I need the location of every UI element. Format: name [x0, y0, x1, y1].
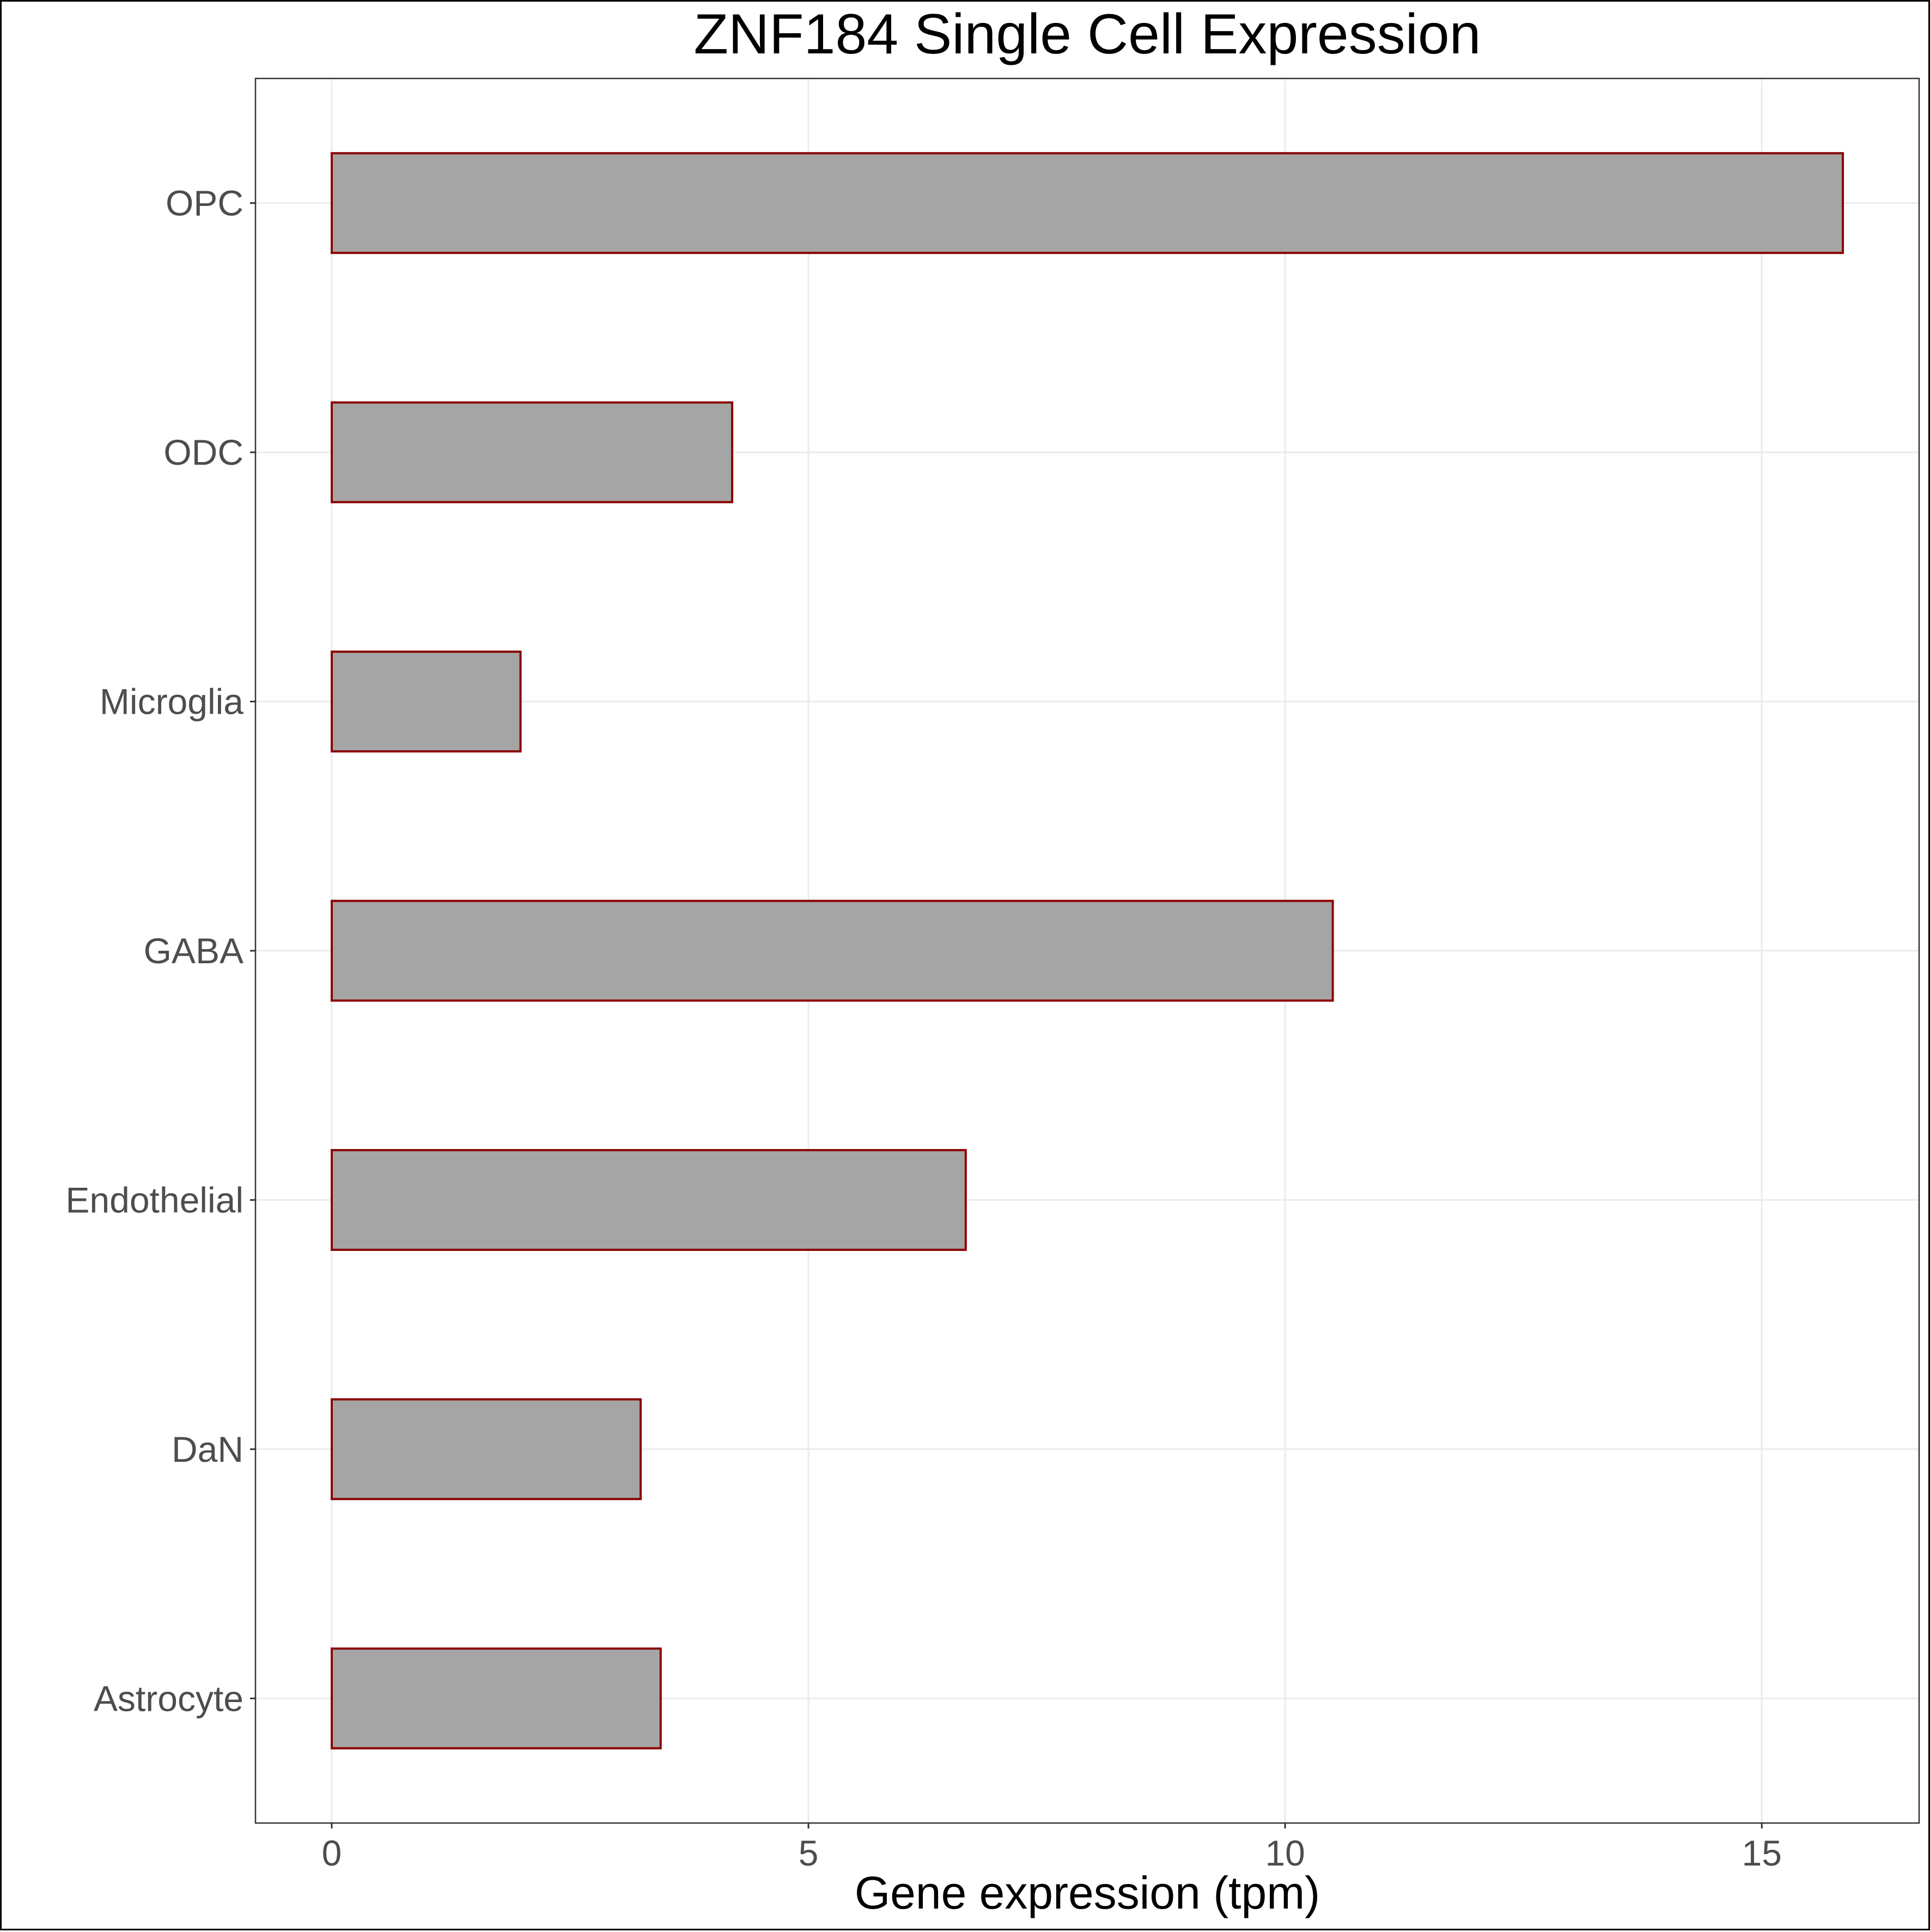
y-tick-label-astrocyte: Astrocyte: [94, 1678, 243, 1718]
bar-endothelial: [331, 1149, 967, 1251]
x-tick-label-15: 15: [1742, 1833, 1782, 1873]
x-tick-label-5: 5: [799, 1833, 819, 1873]
bar-microglia: [331, 651, 522, 753]
y-tick-label-dan: DaN: [172, 1429, 243, 1469]
x-tick-label-10: 10: [1265, 1833, 1305, 1873]
x-axis-tick-labels: 0 5 10 15: [322, 1823, 1782, 1873]
y-tick-label-microglia: Microglia: [100, 682, 243, 722]
x-tick-label-0: 0: [322, 1833, 342, 1873]
bar-odc: [331, 401, 734, 503]
bar-gaba: [331, 900, 1334, 1002]
y-tick-label-endothelial: Endothelial: [65, 1180, 243, 1220]
bars: [331, 152, 1844, 1749]
chart-title: ZNF184 Single Cell Expression: [693, 3, 1481, 66]
y-tick-label-gaba: GABA: [144, 931, 243, 971]
bar-opc: [331, 152, 1844, 254]
y-tick-label-odc: ODC: [163, 432, 243, 472]
bar-astrocyte: [331, 1647, 662, 1749]
x-axis-title: Gene expression (tpm): [855, 1867, 1320, 1918]
bar-dan: [331, 1398, 642, 1500]
y-axis-tick-labels: Astrocyte DaN Endothelial GABA Microglia ODC O…: [65, 183, 255, 1718]
y-tick-label-opc: OPC: [166, 183, 243, 223]
